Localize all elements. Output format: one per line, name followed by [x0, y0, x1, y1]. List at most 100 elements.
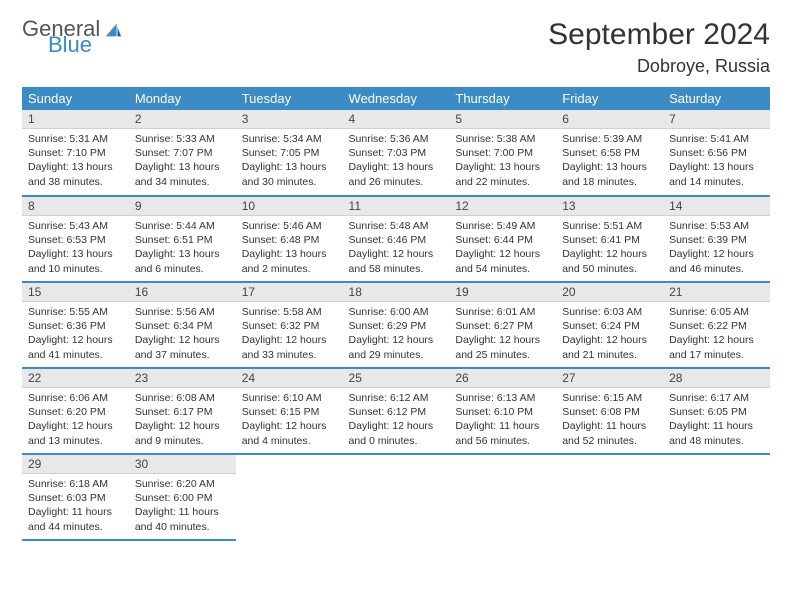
day-body: Sunrise: 5:34 AMSunset: 7:05 PMDaylight:… [236, 129, 343, 193]
day-number: 29 [22, 455, 129, 474]
weekday-header: Saturday [663, 87, 770, 110]
day-ss: Sunset: 6:39 PM [669, 233, 764, 247]
day-number: 18 [343, 283, 450, 302]
calendar-day-cell: 8Sunrise: 5:43 AMSunset: 6:53 PMDaylight… [22, 196, 129, 282]
day-d1: Daylight: 11 hours [28, 505, 123, 519]
day-ss: Sunset: 6:46 PM [349, 233, 444, 247]
day-number: 9 [129, 197, 236, 216]
day-number: 13 [556, 197, 663, 216]
day-sr: Sunrise: 5:34 AM [242, 132, 337, 146]
brand-word2: Blue [48, 34, 100, 56]
day-sr: Sunrise: 5:49 AM [455, 219, 550, 233]
day-sr: Sunrise: 5:31 AM [28, 132, 123, 146]
calendar-day-cell: 12Sunrise: 5:49 AMSunset: 6:44 PMDayligh… [449, 196, 556, 282]
calendar-week-row: 22Sunrise: 6:06 AMSunset: 6:20 PMDayligh… [22, 368, 770, 454]
day-d1: Daylight: 11 hours [562, 419, 657, 433]
day-d2: and 34 minutes. [135, 175, 230, 189]
weekday-header-row: Sunday Monday Tuesday Wednesday Thursday… [22, 87, 770, 110]
day-sr: Sunrise: 6:05 AM [669, 305, 764, 319]
calendar-day-cell: 3Sunrise: 5:34 AMSunset: 7:05 PMDaylight… [236, 110, 343, 196]
day-ss: Sunset: 6:08 PM [562, 405, 657, 419]
day-ss: Sunset: 6:00 PM [135, 491, 230, 505]
day-d2: and 9 minutes. [135, 434, 230, 448]
day-number: 3 [236, 110, 343, 129]
day-sr: Sunrise: 6:17 AM [669, 391, 764, 405]
day-ss: Sunset: 6:51 PM [135, 233, 230, 247]
calendar-week-row: 29Sunrise: 6:18 AMSunset: 6:03 PMDayligh… [22, 454, 770, 540]
day-body: Sunrise: 5:56 AMSunset: 6:34 PMDaylight:… [129, 302, 236, 366]
day-number: 17 [236, 283, 343, 302]
calendar-day-cell [343, 454, 450, 540]
calendar-day-cell: 27Sunrise: 6:15 AMSunset: 6:08 PMDayligh… [556, 368, 663, 454]
day-sr: Sunrise: 5:36 AM [349, 132, 444, 146]
day-body: Sunrise: 5:31 AMSunset: 7:10 PMDaylight:… [22, 129, 129, 193]
day-body: Sunrise: 6:03 AMSunset: 6:24 PMDaylight:… [556, 302, 663, 366]
day-number: 12 [449, 197, 556, 216]
calendar-day-cell: 28Sunrise: 6:17 AMSunset: 6:05 PMDayligh… [663, 368, 770, 454]
day-d1: Daylight: 12 hours [349, 419, 444, 433]
calendar-day-cell [556, 454, 663, 540]
day-d2: and 52 minutes. [562, 434, 657, 448]
calendar-day-cell [236, 454, 343, 540]
day-sr: Sunrise: 5:46 AM [242, 219, 337, 233]
day-sr: Sunrise: 5:55 AM [28, 305, 123, 319]
day-ss: Sunset: 6:34 PM [135, 319, 230, 333]
day-ss: Sunset: 6:53 PM [28, 233, 123, 247]
day-d1: Daylight: 13 hours [349, 160, 444, 174]
day-body: Sunrise: 5:53 AMSunset: 6:39 PMDaylight:… [663, 216, 770, 280]
day-d1: Daylight: 12 hours [669, 333, 764, 347]
weekday-header: Wednesday [343, 87, 450, 110]
day-ss: Sunset: 6:20 PM [28, 405, 123, 419]
day-d2: and 29 minutes. [349, 348, 444, 362]
day-d1: Daylight: 12 hours [562, 333, 657, 347]
calendar-day-cell [449, 454, 556, 540]
day-sr: Sunrise: 5:58 AM [242, 305, 337, 319]
day-d1: Daylight: 12 hours [455, 333, 550, 347]
day-body: Sunrise: 5:48 AMSunset: 6:46 PMDaylight:… [343, 216, 450, 280]
day-d2: and 46 minutes. [669, 262, 764, 276]
day-body: Sunrise: 6:08 AMSunset: 6:17 PMDaylight:… [129, 388, 236, 452]
day-d2: and 40 minutes. [135, 520, 230, 534]
day-number: 15 [22, 283, 129, 302]
day-d2: and 30 minutes. [242, 175, 337, 189]
day-sr: Sunrise: 5:51 AM [562, 219, 657, 233]
day-sr: Sunrise: 5:41 AM [669, 132, 764, 146]
calendar-day-cell: 20Sunrise: 6:03 AMSunset: 6:24 PMDayligh… [556, 282, 663, 368]
day-body: Sunrise: 6:20 AMSunset: 6:00 PMDaylight:… [129, 474, 236, 538]
day-body: Sunrise: 6:01 AMSunset: 6:27 PMDaylight:… [449, 302, 556, 366]
day-body: Sunrise: 6:17 AMSunset: 6:05 PMDaylight:… [663, 388, 770, 452]
day-body: Sunrise: 6:05 AMSunset: 6:22 PMDaylight:… [663, 302, 770, 366]
day-d2: and 37 minutes. [135, 348, 230, 362]
day-number: 11 [343, 197, 450, 216]
day-number: 5 [449, 110, 556, 129]
day-number: 8 [22, 197, 129, 216]
day-number: 26 [449, 369, 556, 388]
calendar-week-row: 8Sunrise: 5:43 AMSunset: 6:53 PMDaylight… [22, 196, 770, 282]
day-sr: Sunrise: 6:13 AM [455, 391, 550, 405]
day-d2: and 22 minutes. [455, 175, 550, 189]
calendar-day-cell [663, 454, 770, 540]
day-ss: Sunset: 6:32 PM [242, 319, 337, 333]
day-body: Sunrise: 5:49 AMSunset: 6:44 PMDaylight:… [449, 216, 556, 280]
weekday-header: Tuesday [236, 87, 343, 110]
day-ss: Sunset: 6:05 PM [669, 405, 764, 419]
calendar-day-cell: 14Sunrise: 5:53 AMSunset: 6:39 PMDayligh… [663, 196, 770, 282]
calendar-day-cell: 5Sunrise: 5:38 AMSunset: 7:00 PMDaylight… [449, 110, 556, 196]
day-d2: and 44 minutes. [28, 520, 123, 534]
calendar-day-cell: 24Sunrise: 6:10 AMSunset: 6:15 PMDayligh… [236, 368, 343, 454]
calendar-week-row: 1Sunrise: 5:31 AMSunset: 7:10 PMDaylight… [22, 110, 770, 196]
day-ss: Sunset: 6:17 PM [135, 405, 230, 419]
calendar-day-cell: 23Sunrise: 6:08 AMSunset: 6:17 PMDayligh… [129, 368, 236, 454]
weekday-header: Friday [556, 87, 663, 110]
day-body: Sunrise: 6:13 AMSunset: 6:10 PMDaylight:… [449, 388, 556, 452]
day-ss: Sunset: 6:12 PM [349, 405, 444, 419]
day-d2: and 48 minutes. [669, 434, 764, 448]
day-sr: Sunrise: 5:53 AM [669, 219, 764, 233]
day-d1: Daylight: 12 hours [135, 333, 230, 347]
day-d2: and 10 minutes. [28, 262, 123, 276]
page-title: September 2024 [548, 18, 770, 52]
calendar-day-cell: 1Sunrise: 5:31 AMSunset: 7:10 PMDaylight… [22, 110, 129, 196]
day-d1: Daylight: 12 hours [349, 333, 444, 347]
day-ss: Sunset: 6:27 PM [455, 319, 550, 333]
calendar-day-cell: 17Sunrise: 5:58 AMSunset: 6:32 PMDayligh… [236, 282, 343, 368]
